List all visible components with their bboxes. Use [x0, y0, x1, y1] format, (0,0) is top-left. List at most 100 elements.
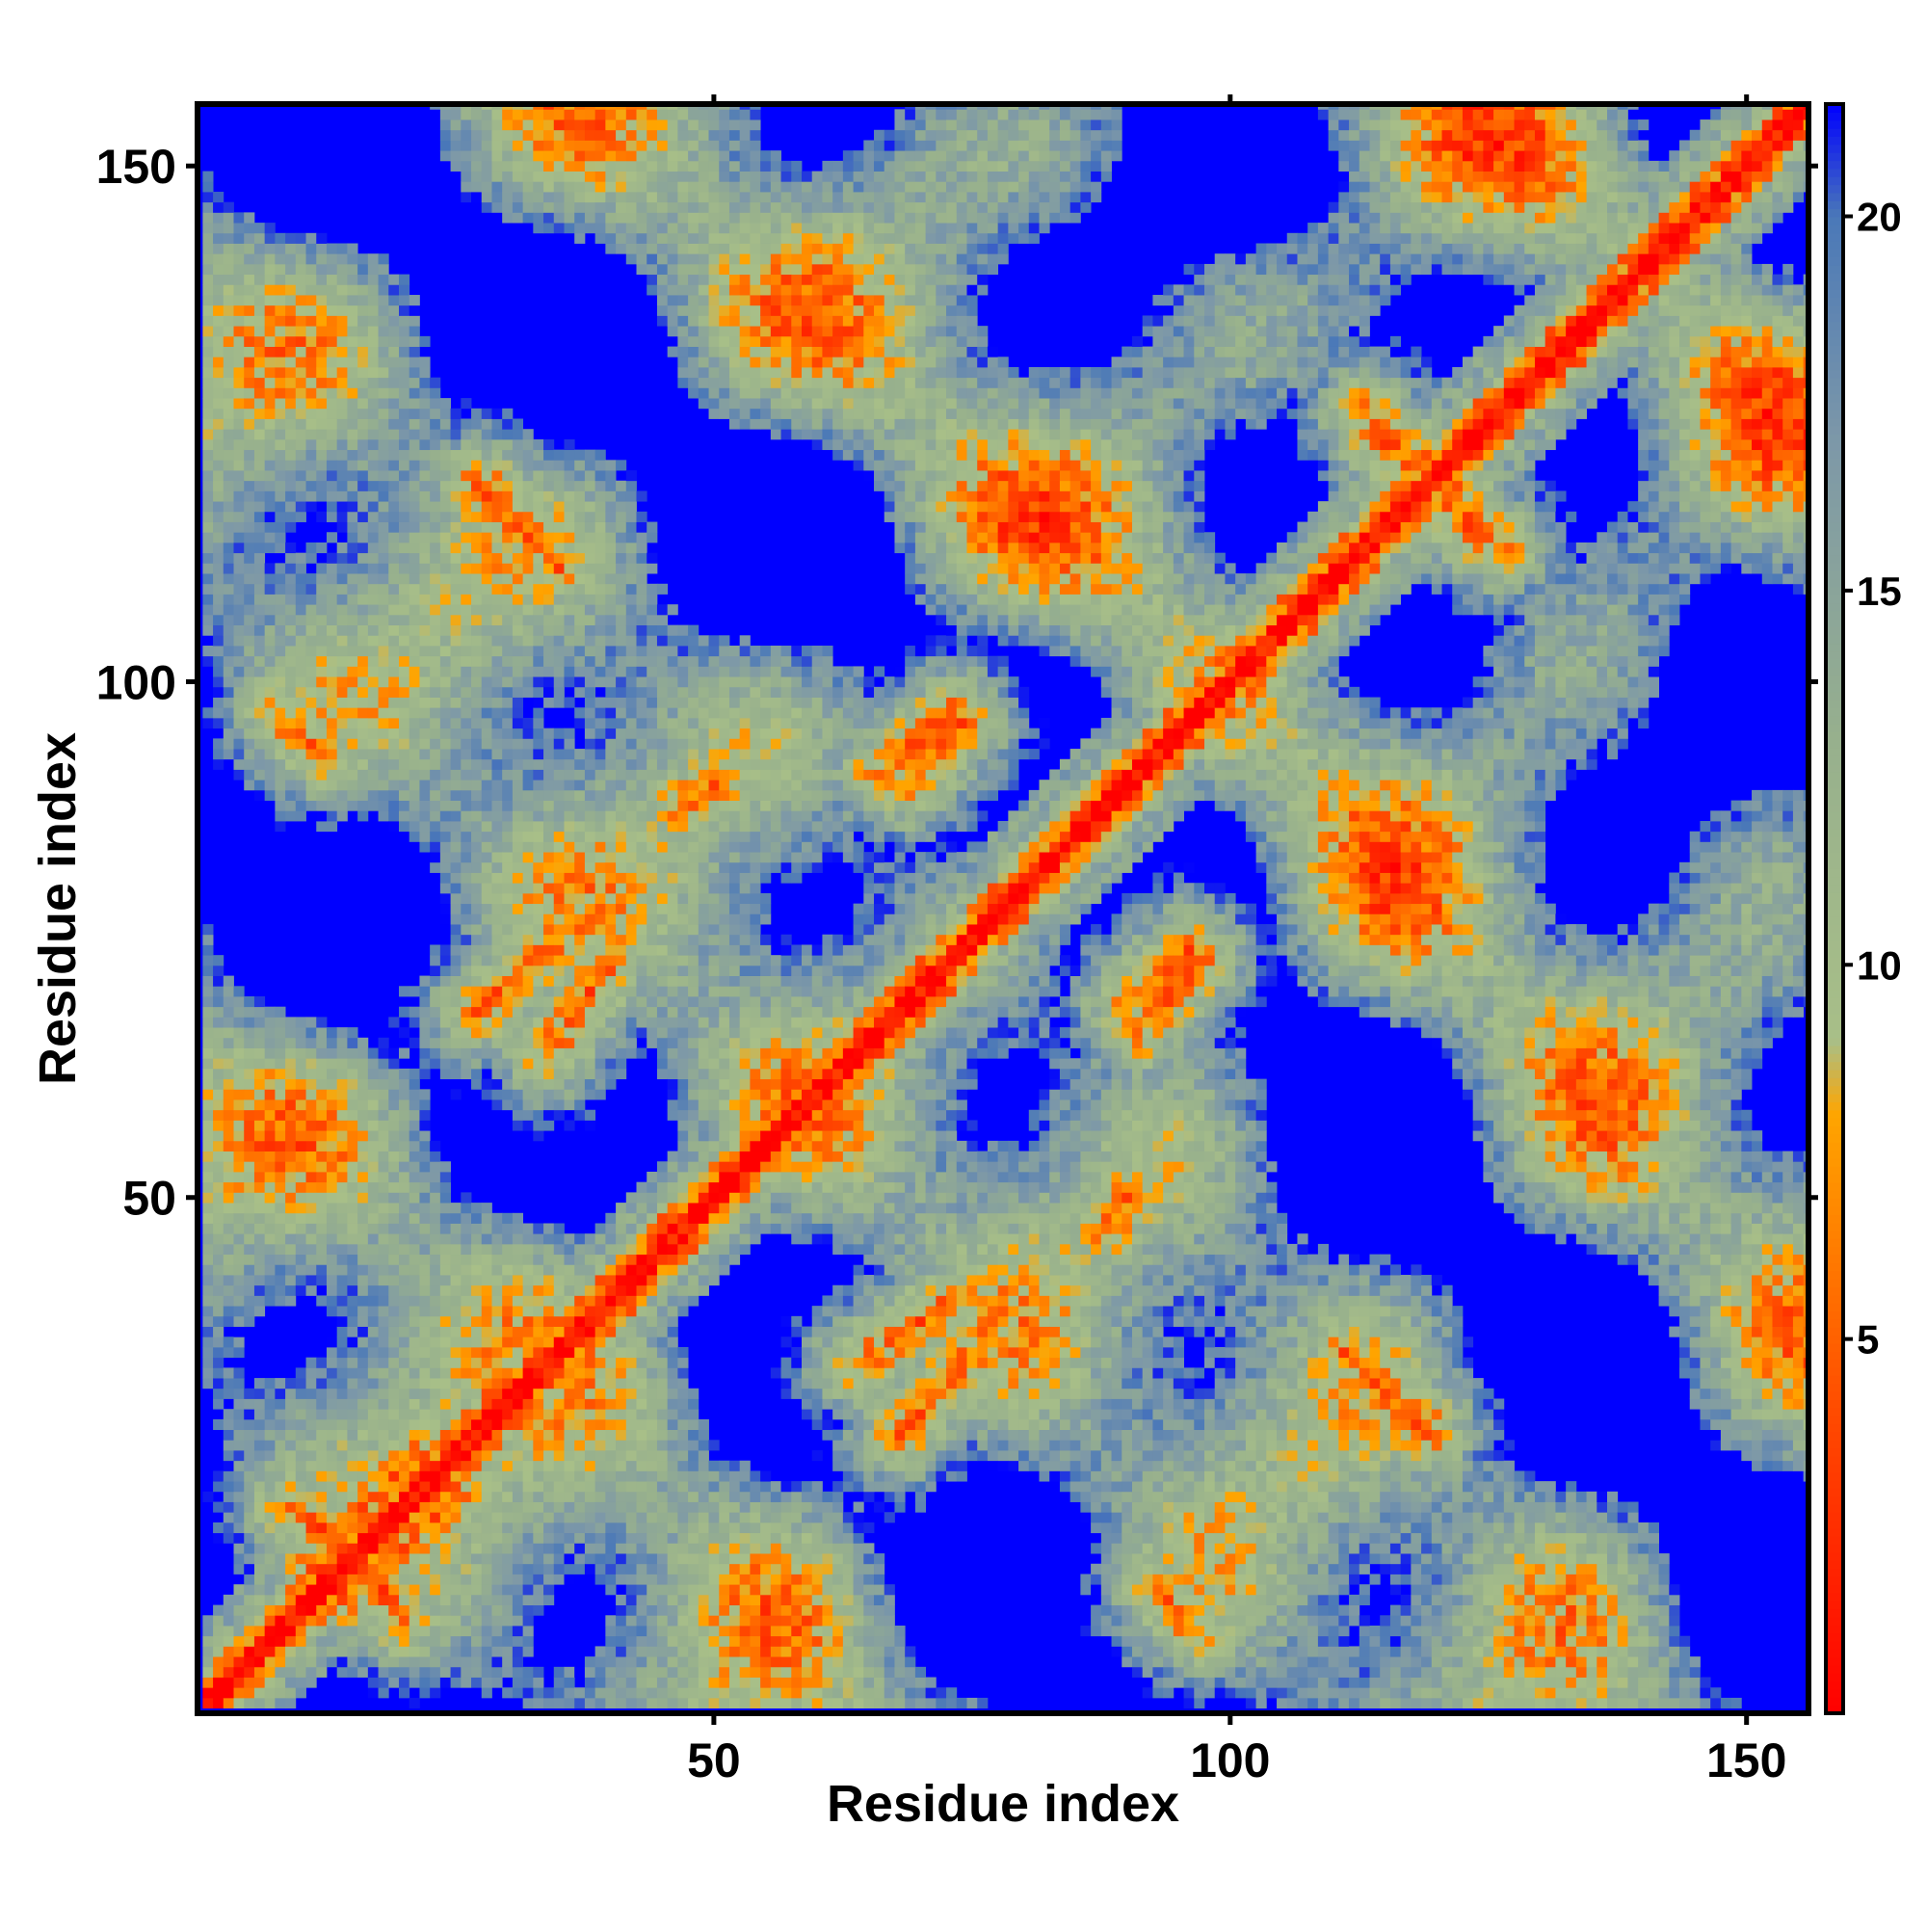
heatmap-cell — [306, 553, 317, 564]
heatmap-cell — [285, 635, 296, 646]
heatmap-cell — [564, 1522, 574, 1533]
heatmap-cell — [502, 862, 513, 873]
heatmap-cell — [574, 212, 585, 223]
heatmap-cell — [296, 1492, 306, 1502]
heatmap-cell — [574, 181, 585, 192]
heatmap-cell — [574, 810, 585, 821]
heatmap-cell — [554, 1440, 565, 1450]
heatmap-cell — [533, 522, 543, 533]
heatmap-cell — [409, 1172, 420, 1182]
heatmap-cell — [440, 656, 451, 667]
heatmap-cell — [616, 1595, 626, 1605]
heatmap-cell — [471, 584, 482, 595]
heatmap-cell — [585, 223, 595, 233]
heatmap-cell — [399, 512, 409, 522]
heatmap-cell — [327, 295, 337, 305]
heatmap-cell — [564, 1698, 574, 1708]
heatmap-cell — [368, 1470, 379, 1481]
heatmap-cell — [327, 584, 337, 595]
heatmap-cell — [430, 728, 440, 739]
heatmap-cell — [379, 1161, 389, 1172]
heatmap-cell — [564, 986, 574, 996]
heatmap-cell — [244, 1285, 254, 1296]
heatmap-cell — [574, 996, 585, 1007]
heatmap-cell — [543, 522, 554, 533]
heatmap-cell — [491, 460, 502, 470]
heatmap-cell — [224, 615, 234, 625]
heatmap-cell — [224, 336, 234, 347]
heatmap-cell — [202, 326, 213, 336]
heatmap-cell — [502, 1079, 513, 1090]
heatmap-cell — [296, 698, 306, 708]
heatmap-cell — [533, 192, 543, 202]
heatmap-cell — [585, 821, 595, 832]
heatmap-cell — [234, 625, 245, 636]
heatmap-cell — [440, 1224, 451, 1234]
heatmap-cell — [574, 635, 585, 646]
heatmap-cell — [533, 1687, 543, 1698]
heatmap-cell — [605, 470, 616, 481]
heatmap-cell — [616, 852, 626, 862]
heatmap-cell — [471, 924, 482, 935]
heatmap-cell — [388, 1347, 399, 1358]
heatmap-cell — [254, 1099, 265, 1110]
heatmap-cell — [616, 1687, 626, 1698]
heatmap-cell — [379, 1398, 389, 1409]
heatmap-cell — [379, 594, 389, 604]
heatmap-cell — [419, 625, 430, 636]
heatmap-cell — [502, 1027, 513, 1038]
heatmap-cell — [430, 656, 440, 667]
heatmap-cell — [461, 1389, 471, 1399]
heatmap-cell — [285, 1656, 296, 1667]
heatmap-cell — [409, 718, 420, 728]
heatmap-cell — [368, 1069, 379, 1079]
heatmap-cell — [482, 832, 492, 842]
heatmap-cell — [254, 584, 265, 595]
heatmap-cell — [461, 1512, 471, 1522]
heatmap-cell — [616, 1615, 626, 1626]
heatmap-cell — [337, 1306, 348, 1316]
heatmap-cell — [451, 1564, 462, 1575]
heatmap-cell — [275, 738, 285, 749]
heatmap-cell — [595, 181, 606, 192]
heatmap-cell — [461, 904, 471, 914]
heatmap-cell — [368, 1656, 379, 1667]
heatmap-cell — [491, 738, 502, 749]
heatmap-cell — [564, 1398, 574, 1409]
heatmap-cell — [451, 893, 462, 904]
heatmap-cell — [285, 553, 296, 564]
heatmap-cell — [605, 687, 616, 698]
heatmap-cell — [482, 1347, 492, 1358]
heatmap-cell — [461, 1275, 471, 1285]
heatmap-cell — [595, 1337, 606, 1347]
heatmap-cell — [285, 1687, 296, 1698]
heatmap-cell — [471, 707, 482, 718]
heatmap-cell — [347, 264, 357, 275]
heatmap-cell — [585, 1327, 595, 1337]
heatmap-cell — [316, 315, 327, 326]
heatmap-cell — [595, 1430, 606, 1441]
heatmap-cell — [482, 1687, 492, 1698]
heatmap-cell — [419, 676, 430, 687]
heatmap-cell — [316, 1533, 327, 1544]
heatmap-cell — [327, 1553, 337, 1564]
heatmap-cell — [585, 883, 595, 893]
heatmap-cell — [285, 1461, 296, 1471]
heatmap-cell — [491, 759, 502, 770]
heatmap-cell — [202, 646, 213, 656]
heatmap-cell — [244, 707, 254, 718]
heatmap-cell — [379, 490, 389, 501]
heatmap-cell — [234, 264, 245, 275]
heatmap-cell — [306, 1646, 317, 1656]
heatmap-cell — [605, 1224, 616, 1234]
heatmap-cell — [409, 1678, 420, 1688]
heatmap-cell — [461, 1378, 471, 1389]
heatmap-cell — [224, 698, 234, 708]
heatmap-cell — [482, 759, 492, 770]
heatmap-cell — [316, 1099, 327, 1110]
heatmap-cell — [254, 573, 265, 584]
heatmap-cell — [451, 738, 462, 749]
heatmap-cell — [296, 357, 306, 367]
heatmap-cell — [224, 563, 234, 573]
heatmap-cell — [337, 1646, 348, 1656]
